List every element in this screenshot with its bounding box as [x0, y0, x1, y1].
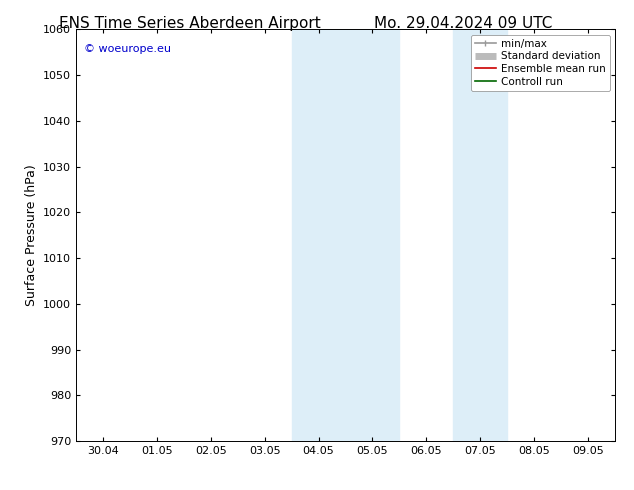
Text: ENS Time Series Aberdeen Airport: ENS Time Series Aberdeen Airport	[60, 16, 321, 31]
Bar	[292, 29, 399, 441]
Bar	[453, 29, 507, 441]
Y-axis label: Surface Pressure (hPa): Surface Pressure (hPa)	[25, 164, 37, 306]
Text: Mo. 29.04.2024 09 UTC: Mo. 29.04.2024 09 UTC	[373, 16, 552, 31]
Text: © woeurope.eu: © woeurope.eu	[84, 44, 171, 54]
Legend: min/max, Standard deviation, Ensemble mean run, Controll run: min/max, Standard deviation, Ensemble me…	[470, 35, 610, 91]
